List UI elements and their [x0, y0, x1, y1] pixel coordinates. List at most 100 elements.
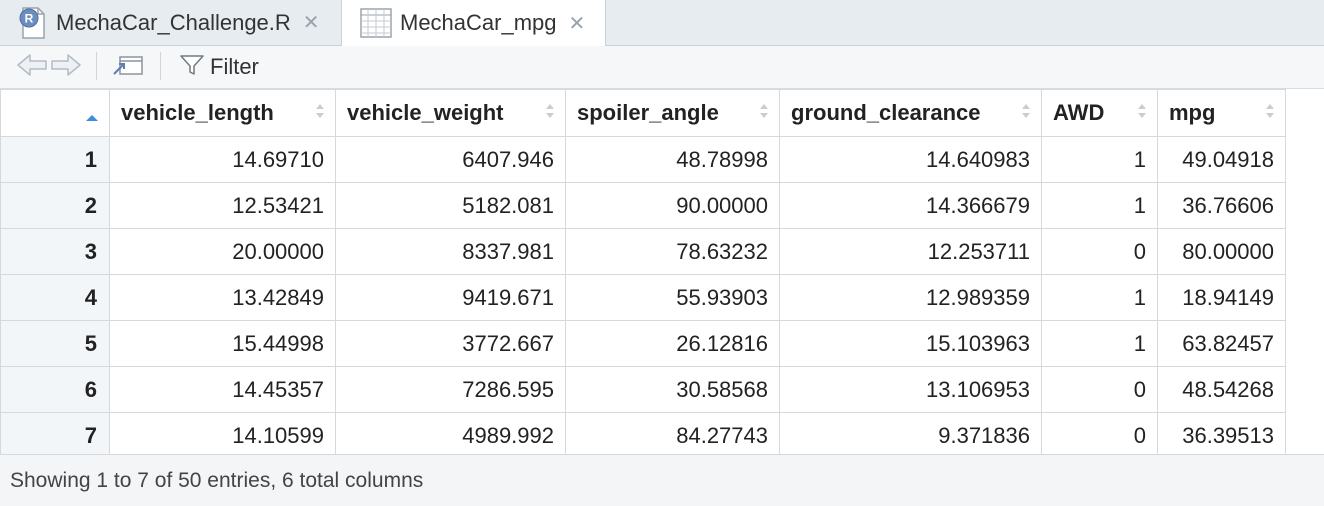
- back-arrow-icon: [16, 52, 48, 83]
- table-cell: 12.989359: [779, 274, 1042, 321]
- toolbar-divider: [96, 52, 97, 80]
- filter-label: Filter: [210, 54, 259, 79]
- editor-tab-bar: R MechaCar_Challenge.R ✕ MechaCar_mpg ✕: [0, 0, 1324, 46]
- table-cell: 30.58568: [565, 366, 780, 413]
- tab-label: MechaCar_Challenge.R: [56, 9, 291, 35]
- back-button[interactable]: [16, 52, 48, 82]
- row-number: 7: [0, 412, 110, 454]
- table-cell: 9419.671: [335, 274, 566, 321]
- column-label: mpg: [1169, 100, 1216, 125]
- column-label: vehicle_length: [121, 100, 274, 125]
- header-row: vehicle_length vehicle_weight spoiler_an…: [0, 89, 1286, 137]
- column-header-ground-clearance[interactable]: ground_clearance: [779, 89, 1042, 137]
- table-cell: 13.106953: [779, 366, 1042, 413]
- data-grid-icon: [360, 8, 392, 38]
- tab-mechacar-challenge-r[interactable]: R MechaCar_Challenge.R ✕: [0, 0, 342, 45]
- table-cell: 6407.946: [335, 136, 566, 183]
- row-index-header[interactable]: [0, 89, 110, 137]
- sort-icon: [1137, 99, 1147, 118]
- column-header-spoiler-angle[interactable]: spoiler_angle: [565, 89, 780, 137]
- data-table: vehicle_length vehicle_weight spoiler_an…: [0, 89, 1286, 454]
- sort-icon: [315, 99, 325, 118]
- table-cell: 7286.595: [335, 366, 566, 413]
- column-label: ground_clearance: [791, 100, 981, 125]
- row-number: 1: [0, 136, 110, 183]
- forward-arrow-icon: [50, 52, 82, 83]
- column-header-mpg[interactable]: mpg: [1157, 89, 1286, 137]
- filter-icon: [180, 54, 204, 81]
- row-number: 5: [0, 320, 110, 367]
- table-cell: 18.94149: [1157, 274, 1286, 321]
- table-cell: 14.366679: [779, 182, 1042, 229]
- row-number: 2: [0, 182, 110, 229]
- sort-icon: [1021, 99, 1031, 118]
- table-cell: 4989.992: [335, 412, 566, 454]
- column-label: vehicle_weight: [347, 100, 504, 125]
- table-row: 1 14.69710 6407.946 48.78998 14.640983 1…: [0, 136, 1286, 183]
- forward-button[interactable]: [50, 52, 82, 82]
- close-icon[interactable]: ✕: [302, 12, 320, 34]
- close-icon[interactable]: ✕: [568, 12, 586, 35]
- row-number: 3: [0, 228, 110, 275]
- table-cell: 1: [1041, 182, 1158, 229]
- column-header-vehicle-weight[interactable]: vehicle_weight: [335, 89, 566, 137]
- filter-button[interactable]: Filter: [180, 52, 259, 82]
- r-file-icon: R: [18, 6, 48, 40]
- table-cell: 1: [1041, 320, 1158, 367]
- sort-icon: [1265, 99, 1275, 118]
- table-row: 2 12.53421 5182.081 90.00000 14.366679 1…: [0, 182, 1286, 229]
- column-header-awd[interactable]: AWD: [1041, 89, 1158, 137]
- table-cell: 90.00000: [565, 182, 780, 229]
- row-number: 6: [0, 366, 110, 413]
- table-cell: 12.253711: [779, 228, 1042, 275]
- table-row: 6 14.45357 7286.595 30.58568 13.106953 0…: [0, 366, 1286, 413]
- table-cell: 0: [1041, 412, 1158, 454]
- popout-window-icon: [112, 52, 144, 83]
- table-cell: 12.53421: [109, 182, 336, 229]
- table-cell: 1: [1041, 136, 1158, 183]
- column-label: spoiler_angle: [577, 100, 719, 125]
- data-table-viewport[interactable]: vehicle_length vehicle_weight spoiler_an…: [0, 89, 1324, 454]
- table-cell: 80.00000: [1157, 228, 1286, 275]
- table-cell: 55.93903: [565, 274, 780, 321]
- column-header-vehicle-length[interactable]: vehicle_length: [109, 89, 336, 137]
- tab-label: MechaCar_mpg: [400, 10, 557, 35]
- table-cell: 48.54268: [1157, 366, 1286, 413]
- table-row: 4 13.42849 9419.671 55.93903 12.989359 1…: [0, 274, 1286, 321]
- table-cell: 13.42849: [109, 274, 336, 321]
- table-cell: 78.63232: [565, 228, 780, 275]
- table-row: 7 14.10599 4989.992 84.27743 9.371836 0 …: [0, 412, 1286, 454]
- table-cell: 14.10599: [109, 412, 336, 454]
- table-cell: 20.00000: [109, 228, 336, 275]
- sort-ascending-icon: [85, 102, 99, 128]
- data-viewer-toolbar: Filter: [0, 46, 1324, 89]
- table-cell: 84.27743: [565, 412, 780, 454]
- tab-mechacar-mpg[interactable]: MechaCar_mpg ✕: [342, 0, 606, 46]
- sort-icon: [545, 99, 555, 118]
- table-cell: 14.640983: [779, 136, 1042, 183]
- column-label: AWD: [1053, 100, 1105, 125]
- table-row: 5 15.44998 3772.667 26.12816 15.103963 1…: [0, 320, 1286, 367]
- svg-text:R: R: [25, 11, 34, 25]
- table-cell: 36.76606: [1157, 182, 1286, 229]
- table-cell: 14.69710: [109, 136, 336, 183]
- open-in-new-window-button[interactable]: [112, 52, 144, 82]
- sort-icon: [759, 99, 769, 118]
- table-cell: 9.371836: [779, 412, 1042, 454]
- table-cell: 1: [1041, 274, 1158, 321]
- entries-summary: Showing 1 to 7 of 50 entries, 6 total co…: [10, 468, 424, 492]
- table-cell: 3772.667: [335, 320, 566, 367]
- table-cell: 0: [1041, 228, 1158, 275]
- table-cell: 14.45357: [109, 366, 336, 413]
- table-cell: 15.103963: [779, 320, 1042, 367]
- table-cell: 15.44998: [109, 320, 336, 367]
- row-number: 4: [0, 274, 110, 321]
- table-row: 3 20.00000 8337.981 78.63232 12.253711 0…: [0, 228, 1286, 275]
- table-cell: 49.04918: [1157, 136, 1286, 183]
- table-cell: 0: [1041, 366, 1158, 413]
- table-cell: 36.39513: [1157, 412, 1286, 454]
- table-cell: 48.78998: [565, 136, 780, 183]
- toolbar-divider: [160, 52, 161, 80]
- table-cell: 26.12816: [565, 320, 780, 367]
- table-cell: 63.82457: [1157, 320, 1286, 367]
